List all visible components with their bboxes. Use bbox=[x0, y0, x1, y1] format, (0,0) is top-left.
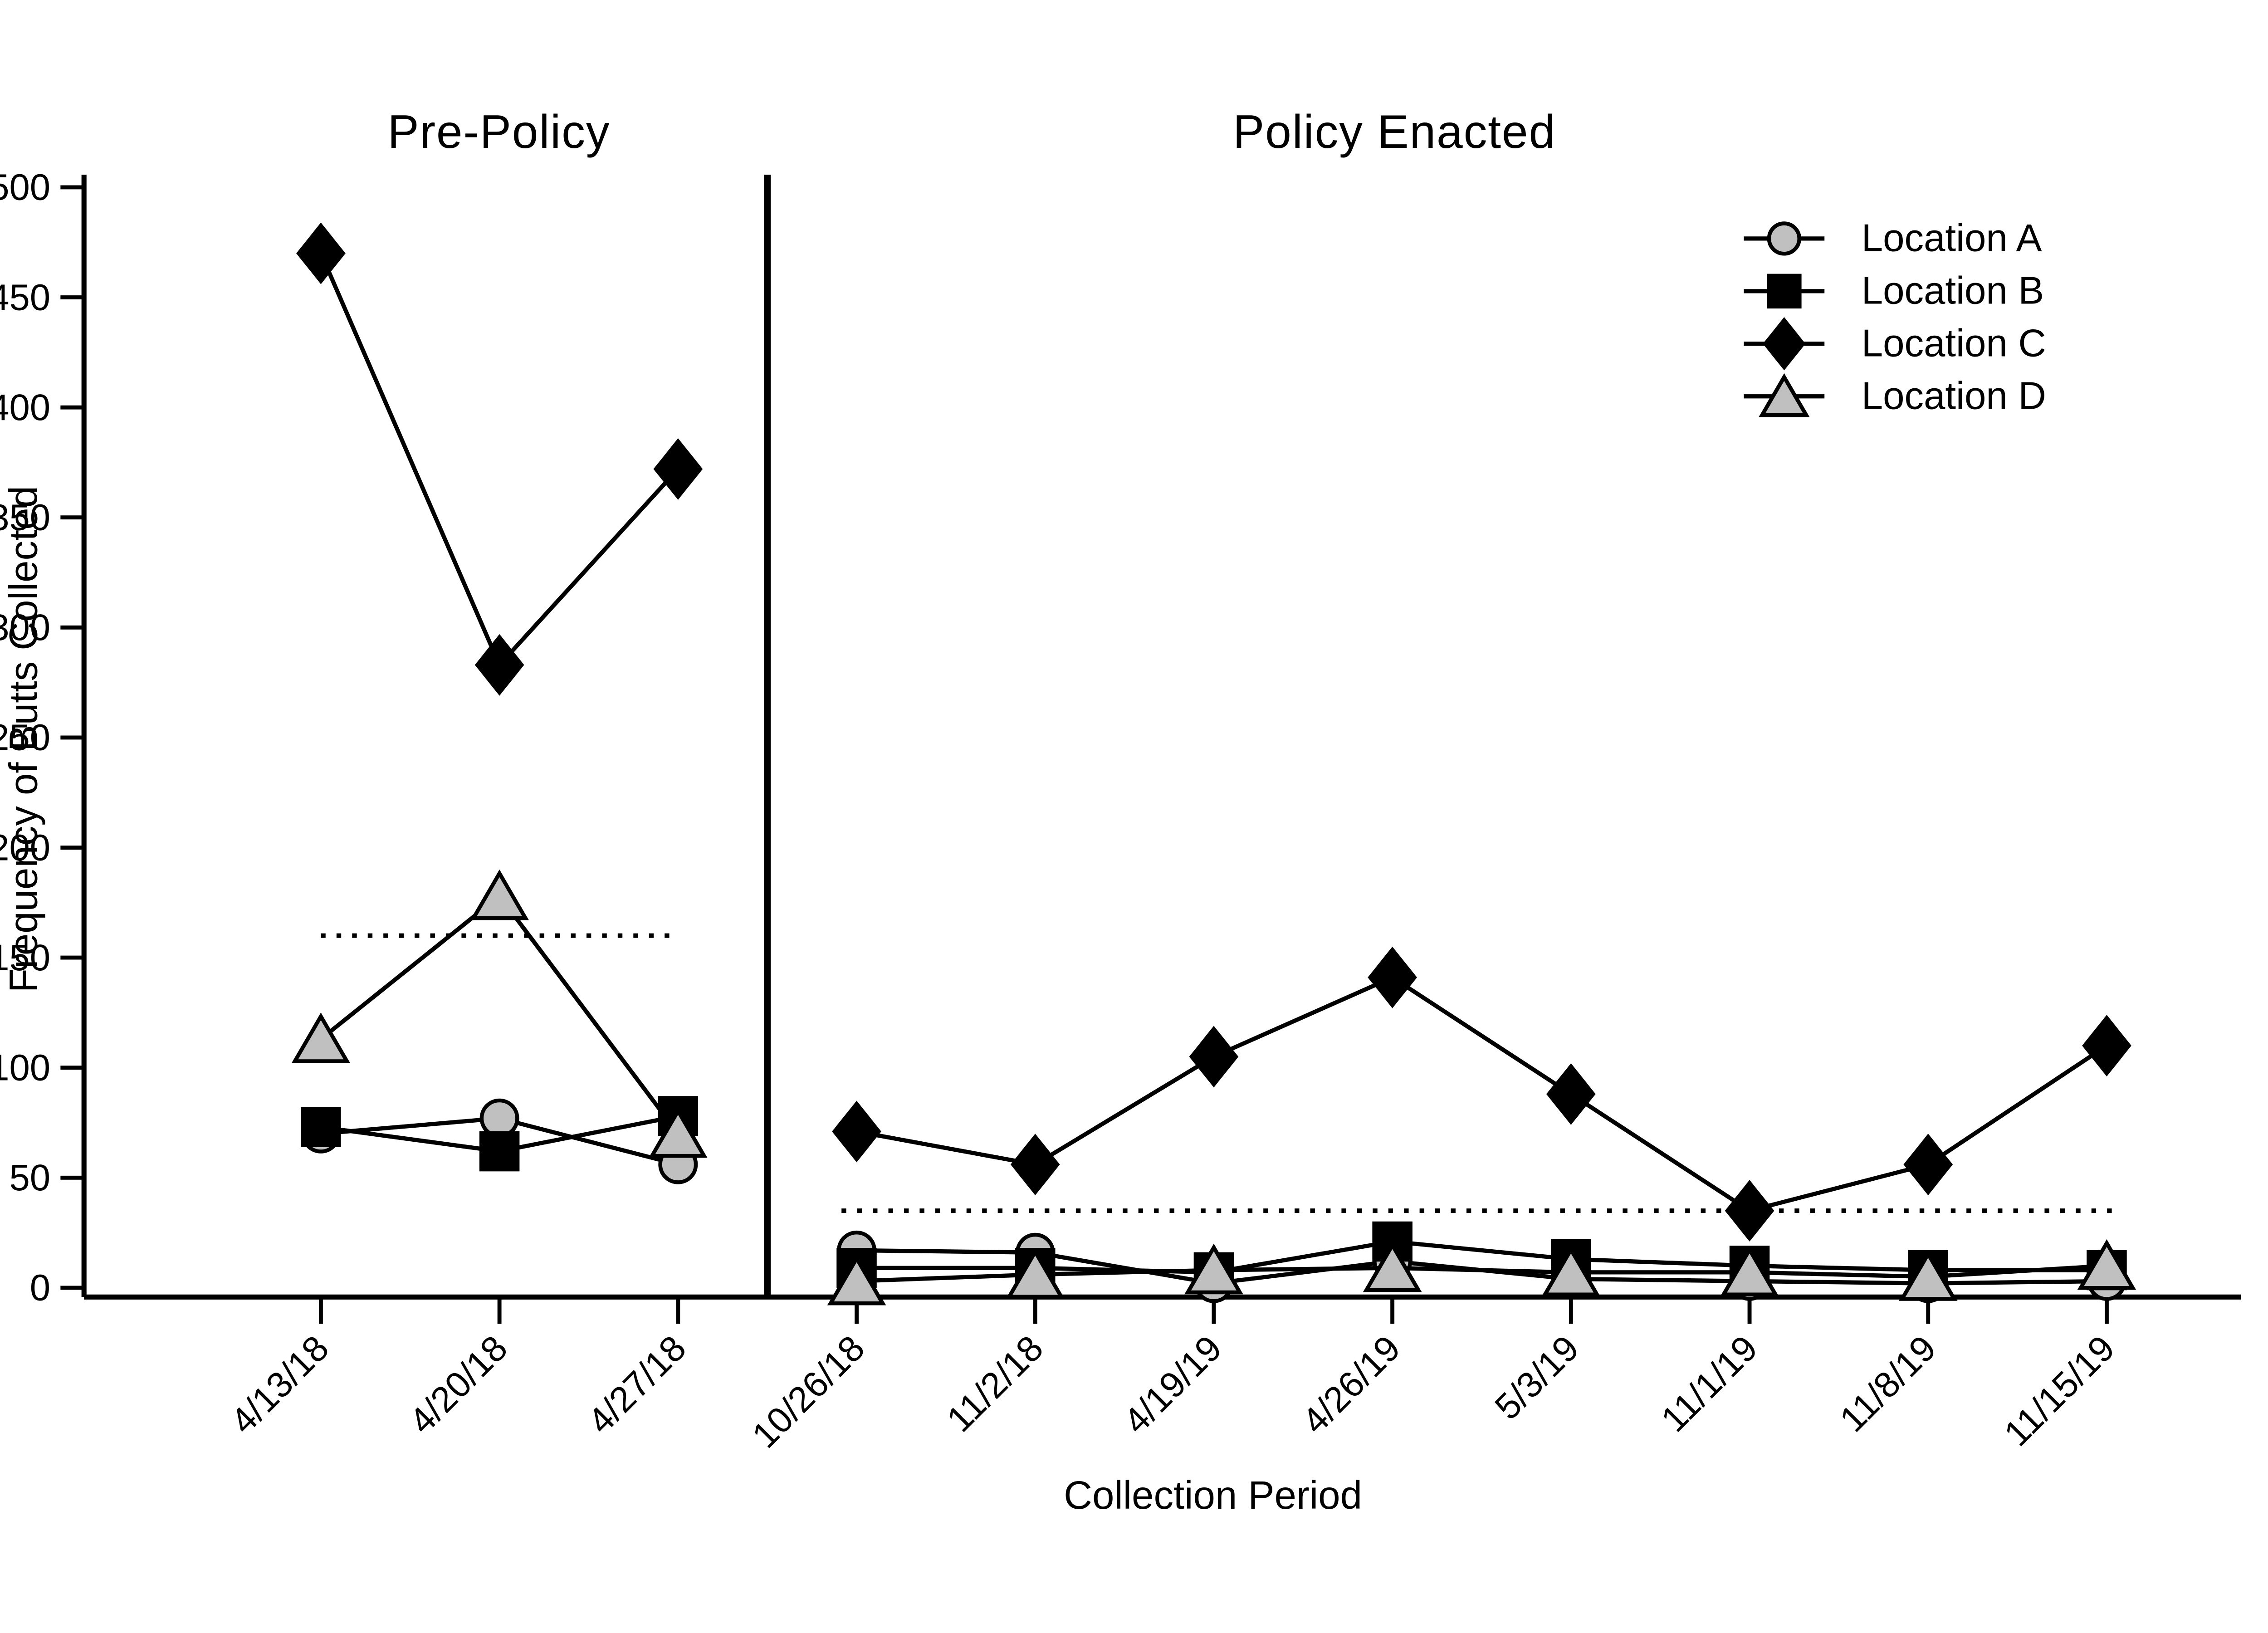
marker-location-c bbox=[653, 438, 703, 500]
y-tick-label: 500 bbox=[0, 167, 50, 208]
marker-location-b bbox=[479, 1131, 520, 1172]
legend-marker-location-b bbox=[1767, 274, 1802, 309]
marker-location-d bbox=[1720, 1246, 1779, 1297]
x-tick-label: 4/27/18 bbox=[580, 1328, 694, 1442]
series-line-location-b bbox=[856, 1239, 2107, 1275]
legend-marker-location-d bbox=[1759, 373, 1810, 417]
series-layer bbox=[291, 222, 2136, 1305]
marker-location-d bbox=[827, 1254, 886, 1305]
y-tick-label: 400 bbox=[0, 387, 50, 428]
legend-label-location-d: Location D bbox=[1862, 374, 2046, 417]
marker-location-d bbox=[291, 1012, 351, 1063]
legend-marker-location-c bbox=[1763, 317, 1806, 371]
y-tick-label: 50 bbox=[9, 1157, 50, 1198]
y-tick-label: 200 bbox=[0, 827, 50, 868]
marker-location-c bbox=[1010, 1134, 1060, 1196]
x-tick-label: 11/8/19 bbox=[1832, 1328, 1944, 1440]
y-tick-label: 350 bbox=[0, 497, 50, 538]
x-axis-title: Collection Period bbox=[1064, 1473, 1362, 1517]
x-tick-label: 10/26/18 bbox=[744, 1328, 872, 1456]
marker-location-d bbox=[1541, 1246, 1601, 1297]
marker-location-c bbox=[1903, 1134, 1953, 1196]
series-line-location-d bbox=[319, 893, 680, 1135]
marker-location-c bbox=[1725, 1180, 1774, 1242]
x-tick-label: 5/3/19 bbox=[1487, 1328, 1586, 1427]
marker-location-b bbox=[301, 1107, 341, 1147]
y-tick-label: 150 bbox=[0, 937, 50, 978]
marker-location-c bbox=[474, 634, 524, 696]
marker-location-c bbox=[296, 222, 346, 284]
x-tick-label: 4/19/19 bbox=[1115, 1328, 1229, 1442]
x-tick-label: 4/13/18 bbox=[223, 1328, 337, 1442]
marker-location-c bbox=[2082, 1015, 2131, 1077]
legend-label-location-a: Location A bbox=[1862, 217, 2042, 260]
pre-policy-panel-title: Pre-Policy bbox=[388, 105, 611, 158]
y-tick-label: 0 bbox=[30, 1267, 50, 1309]
series-location-c bbox=[296, 222, 2131, 1242]
marker-location-c bbox=[832, 1100, 881, 1163]
marker-location-d bbox=[2077, 1239, 2136, 1290]
policy-enacted-panel-title: Policy Enacted bbox=[1233, 105, 1556, 158]
mean-lines-layer bbox=[321, 933, 2117, 1213]
marker-location-a bbox=[479, 1098, 519, 1138]
x-tick-label: 11/2/18 bbox=[939, 1328, 1051, 1440]
series-location-d bbox=[291, 869, 2136, 1305]
x-tick-label: 11/1/19 bbox=[1653, 1328, 1765, 1440]
y-tick-label: 300 bbox=[0, 607, 50, 648]
legend-label-location-b: Location B bbox=[1862, 269, 2044, 313]
y-tick-label: 100 bbox=[0, 1047, 50, 1088]
y-axis-title: Frequency of Butts Collected bbox=[1, 486, 45, 993]
x-tick-label: 11/15/19 bbox=[1996, 1328, 2122, 1454]
marker-location-d bbox=[1363, 1241, 1422, 1292]
marker-location-d bbox=[649, 1107, 708, 1158]
x-tick-label: 4/26/19 bbox=[1294, 1328, 1408, 1442]
marker-location-d bbox=[1898, 1250, 1958, 1301]
marker-location-c bbox=[1368, 946, 1417, 1008]
x-tick-label: 4/20/18 bbox=[401, 1328, 515, 1442]
series-line-location-c bbox=[856, 975, 2108, 1213]
legend-marker-location-a bbox=[1767, 221, 1801, 256]
series-line-location-d bbox=[856, 1263, 2107, 1283]
marker-location-d bbox=[1006, 1248, 1065, 1299]
y-tick-label: 450 bbox=[0, 277, 50, 318]
legend-label-location-c: Location C bbox=[1862, 322, 2046, 365]
marker-location-c bbox=[1189, 1026, 1239, 1088]
y-tick-label: 250 bbox=[0, 717, 50, 758]
marker-location-d bbox=[1184, 1243, 1243, 1295]
marker-location-c bbox=[1546, 1063, 1596, 1125]
marker-location-d bbox=[470, 869, 529, 920]
legend-layer: Location A Location B Location C Location D bbox=[1744, 217, 2046, 417]
series-line-location-c bbox=[319, 252, 680, 669]
